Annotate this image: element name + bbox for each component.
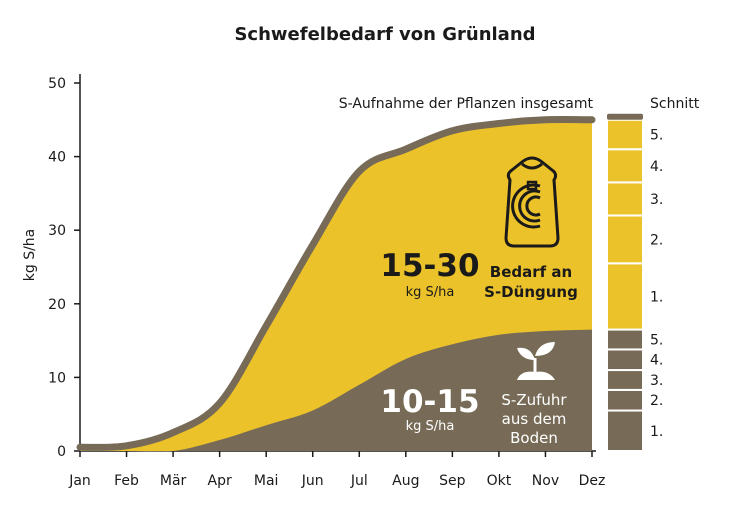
schnitt-bar: 1. 2. 3. 4. 5. 1. 2. 3. 4. 5. xyxy=(606,113,663,452)
boden-line3: Boden xyxy=(510,429,558,447)
duengung-line2: S-Düngung xyxy=(484,283,578,301)
schnitt-label: 5. xyxy=(650,128,663,144)
y-tick-label: 40 xyxy=(48,150,66,166)
duengung-line1: Bedarf an xyxy=(490,263,572,281)
x-tick-label: Feb xyxy=(114,473,139,489)
schnitt-segment xyxy=(606,369,644,391)
schnitt-label: 4. xyxy=(650,353,663,369)
seedling-icon xyxy=(517,342,555,380)
y-tick-label: 10 xyxy=(48,370,66,386)
schnitt-label: 2. xyxy=(650,232,663,248)
x-tick-label: Mai xyxy=(254,473,279,489)
schnitt-label: 3. xyxy=(650,373,663,389)
boden-line1: S-Zufuhr xyxy=(501,391,567,409)
series-total-line xyxy=(76,116,596,451)
boden-value: 10-15 xyxy=(380,384,479,420)
schnitt-label: 2. xyxy=(650,393,663,409)
y-tick-label: 0 xyxy=(57,444,66,460)
x-tick-label: Jul xyxy=(350,473,368,489)
boden-unit: kg S/ha xyxy=(406,419,455,434)
y-tick-label: 30 xyxy=(48,223,66,239)
x-tick-label: Apr xyxy=(208,473,232,489)
x-tick-label: Aug xyxy=(392,473,419,489)
chart-title: Schwefelbedarf von Grünland xyxy=(234,24,535,45)
total-uptake-label: S-Aufnahme der Pflanzen insgesamt xyxy=(339,96,594,112)
y-tick-label: 20 xyxy=(48,297,66,313)
y-tick-label: 50 xyxy=(48,76,66,92)
x-tick-label: Sep xyxy=(439,473,466,489)
schnitt-label: 4. xyxy=(650,159,663,175)
x-tick-label: Jun xyxy=(301,473,324,489)
schnitt-segment xyxy=(606,148,644,184)
schnitt-label: 1. xyxy=(650,424,663,440)
y-axis-title: kg S/ha xyxy=(22,229,38,282)
fertilizer-bag-icon xyxy=(504,156,560,248)
schnitt-segment xyxy=(606,409,644,452)
schnitt-segment xyxy=(606,328,644,351)
schnitt-label: 1. xyxy=(650,289,663,305)
duengung-value: 15-30 xyxy=(380,248,479,284)
x-tick-label: Nov xyxy=(532,473,559,489)
schnitt-cap xyxy=(607,113,643,120)
boden-line2: aus dem xyxy=(502,410,567,428)
schnitt-segment xyxy=(606,388,644,412)
schnitt-segment xyxy=(606,348,644,372)
duengung-unit: kg S/ha xyxy=(406,285,455,300)
schnitt-segment xyxy=(606,262,644,331)
x-tick-label: Mär xyxy=(160,473,187,489)
series-boden-area xyxy=(80,329,592,452)
x-tick-label: Okt xyxy=(487,473,512,489)
schnitt-segment xyxy=(606,214,644,265)
schnitt-segment xyxy=(606,181,644,217)
schnitt-segment xyxy=(606,118,644,151)
x-tick-label: Jan xyxy=(68,473,91,489)
schnitt-label: 3. xyxy=(650,192,663,208)
areas xyxy=(76,116,596,452)
schnitt-header: Schnitt xyxy=(650,96,700,112)
tick-labels: 0 10 20 30 40 50 Jan Feb Mär Apr Mai Jun Jul Aug Sep Ok… xyxy=(48,76,605,489)
x-tick-label: Dez xyxy=(579,473,606,489)
schnitt-label: 5. xyxy=(650,332,663,348)
